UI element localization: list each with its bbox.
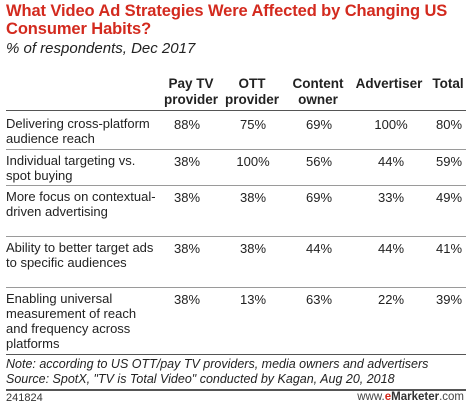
- chart-subtitle: % of respondents, Dec 2017: [6, 40, 196, 57]
- column-header-content-owner: Content owner: [284, 76, 352, 108]
- table-cell: 22%: [377, 292, 405, 307]
- emarketer-logo: www.eMarketer.com: [357, 391, 464, 403]
- table-cell: 80%: [435, 117, 463, 132]
- column-header-label: Content owner: [292, 76, 344, 107]
- row-label: Ability to better target ads to specific…: [6, 240, 154, 270]
- table-bottom-divider: [6, 354, 466, 355]
- table-cell: 75%: [239, 117, 267, 132]
- table-cell: 44%: [377, 241, 405, 256]
- table-cell: 100%: [236, 154, 270, 169]
- table-cell: 41%: [435, 241, 463, 256]
- footer-divider: [6, 389, 466, 391]
- table-cell: 44%: [305, 241, 333, 256]
- row-label: Delivering cross-platform audience reach: [6, 116, 150, 146]
- row-divider: [6, 287, 466, 288]
- column-header-label: Total: [432, 76, 464, 91]
- brand-e: e: [384, 391, 392, 403]
- table-cell: 13%: [239, 292, 267, 307]
- table-cell: 63%: [305, 292, 333, 307]
- row-label: More focus on contextual-driven advertis…: [6, 189, 156, 219]
- table-cell: 38%: [173, 292, 201, 307]
- table-cell: 33%: [377, 190, 405, 205]
- table-cell: 69%: [305, 190, 333, 205]
- table-cell: 59%: [435, 154, 463, 169]
- column-header-label: OTT provider: [224, 76, 279, 107]
- row-label: Enabling universal measurement of reach …: [6, 291, 137, 351]
- row-divider: [6, 236, 466, 237]
- table-cell: 44%: [377, 154, 405, 169]
- row-divider: [6, 185, 466, 186]
- table-cell: 49%: [435, 190, 463, 205]
- column-header-advertiser: Advertiser: [350, 76, 428, 92]
- table-cell: 38%: [239, 190, 267, 205]
- chart-source: Source: SpotX, "TV is Total Video" condu…: [6, 372, 395, 386]
- table-cell: 38%: [173, 190, 201, 205]
- row-label: Individual targeting vs. spot buying: [6, 153, 136, 183]
- row-divider: [6, 149, 466, 150]
- column-header-label: Pay TV provider: [163, 76, 218, 107]
- column-header-total: Total: [426, 76, 470, 92]
- chart-note: Note: according to US OTT/pay TV provide…: [6, 357, 429, 371]
- table-cell: 38%: [239, 241, 267, 256]
- column-header-ott-provider: OTT provider: [222, 76, 282, 108]
- chart-id: 241824: [6, 392, 43, 404]
- brand-name: Marketer: [391, 391, 440, 403]
- table-cell: 88%: [173, 117, 201, 132]
- table-cell: 100%: [374, 117, 408, 132]
- column-header-pay-tv-provider: Pay TV provider: [160, 76, 222, 108]
- chart-title: What Video Ad Strategies Were Affected b…: [6, 2, 448, 38]
- table-cell: 38%: [173, 241, 201, 256]
- table-cell: 69%: [305, 117, 333, 132]
- brand-prefix: www.: [357, 391, 385, 403]
- table-cell: 56%: [305, 154, 333, 169]
- table-cell: 38%: [173, 154, 201, 169]
- brand-suffix: .com: [439, 391, 464, 403]
- column-header-label: Advertiser: [355, 76, 423, 91]
- header-divider: [6, 110, 466, 111]
- table-cell: 39%: [435, 292, 463, 307]
